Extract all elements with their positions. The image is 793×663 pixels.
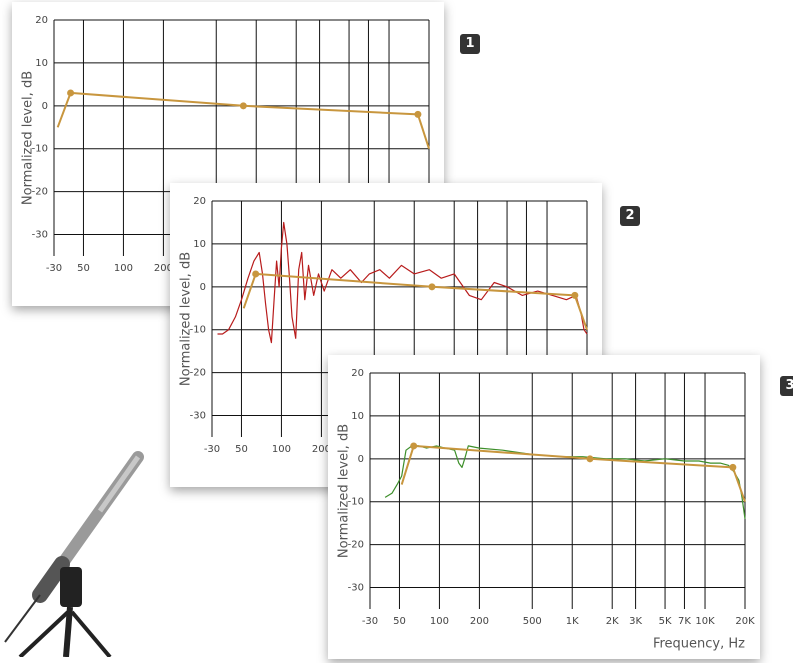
y-tick-label: 10 [193,239,206,250]
badge: 1 [460,34,480,54]
data-point [428,283,436,291]
y-tick-label: -30 [32,230,48,241]
y-tick-label: 20 [193,196,206,207]
y-tick-label: -10 [190,325,206,336]
data-line [242,272,588,331]
tripod-leg [63,606,73,657]
x-tick-label: 50 [235,444,248,455]
y-tick-label: -20 [190,368,206,379]
y-tick-label: -10 [348,497,364,508]
data-point [414,110,422,118]
y-axis-title: Normalized level, dB [179,252,194,386]
y-tick-label: 0 [358,454,364,465]
data-point [586,455,594,463]
x-tick-label: 1K [566,616,579,627]
y-tick-label: 0 [42,101,48,112]
mic-cable [4,594,41,643]
x-tick-label: 200 [154,263,173,274]
data-point [729,463,737,471]
x-tick-label: 50 [77,263,90,274]
x-tick-label: -30 [362,616,378,627]
x-tick-label: 20K [735,616,755,627]
mic-base [32,556,70,603]
y-tick-label: -30 [190,411,206,422]
x-axis-title: Frequency, Hz [653,637,745,652]
data-line [217,221,588,344]
y-tick-label: 10 [35,58,48,69]
mic-holder [60,567,82,607]
x-tick-label: 200 [470,616,489,627]
x-tick-label: -30 [204,444,220,455]
x-tick-label: 100 [430,616,449,627]
x-tick-label: 2K [606,616,619,627]
data-point [571,291,579,299]
y-tick-label: 20 [35,15,48,26]
data-point [239,102,247,110]
x-tick-label: 10K [695,616,715,627]
mic-highlight [97,455,141,513]
y-tick-label: 0 [200,282,206,293]
x-tick-label: 200 [312,444,331,455]
microphone [4,451,144,657]
tripod-leg [70,610,112,657]
y-axis-title: Normalized level, dB [21,71,36,205]
data-point [252,270,260,278]
y-tick-label: 20 [351,368,364,379]
x-tick-label: 50 [393,616,406,627]
y-tick-label: -20 [348,540,364,551]
data-line [400,444,746,503]
data-line [56,91,430,150]
x-tick-label: 500 [523,616,542,627]
x-tick-label: 7K [678,616,691,627]
y-tick-label: -10 [32,144,48,155]
data-point [410,442,418,450]
y-tick-label: -20 [32,187,48,198]
badge: 3 [780,376,793,396]
y-tick-label: 10 [351,411,364,422]
x-tick-label: -30 [46,263,62,274]
x-tick-label: 100 [114,263,133,274]
x-tick-label: 100 [272,444,291,455]
x-tick-label: 3K [629,616,642,627]
y-tick-label: -30 [348,583,364,594]
y-axis-title: Normalized level, dB [337,424,352,558]
badge: 2 [620,206,640,226]
data-point [67,89,75,97]
x-tick-label: 5K [659,616,672,627]
tripod-leg [18,610,70,657]
